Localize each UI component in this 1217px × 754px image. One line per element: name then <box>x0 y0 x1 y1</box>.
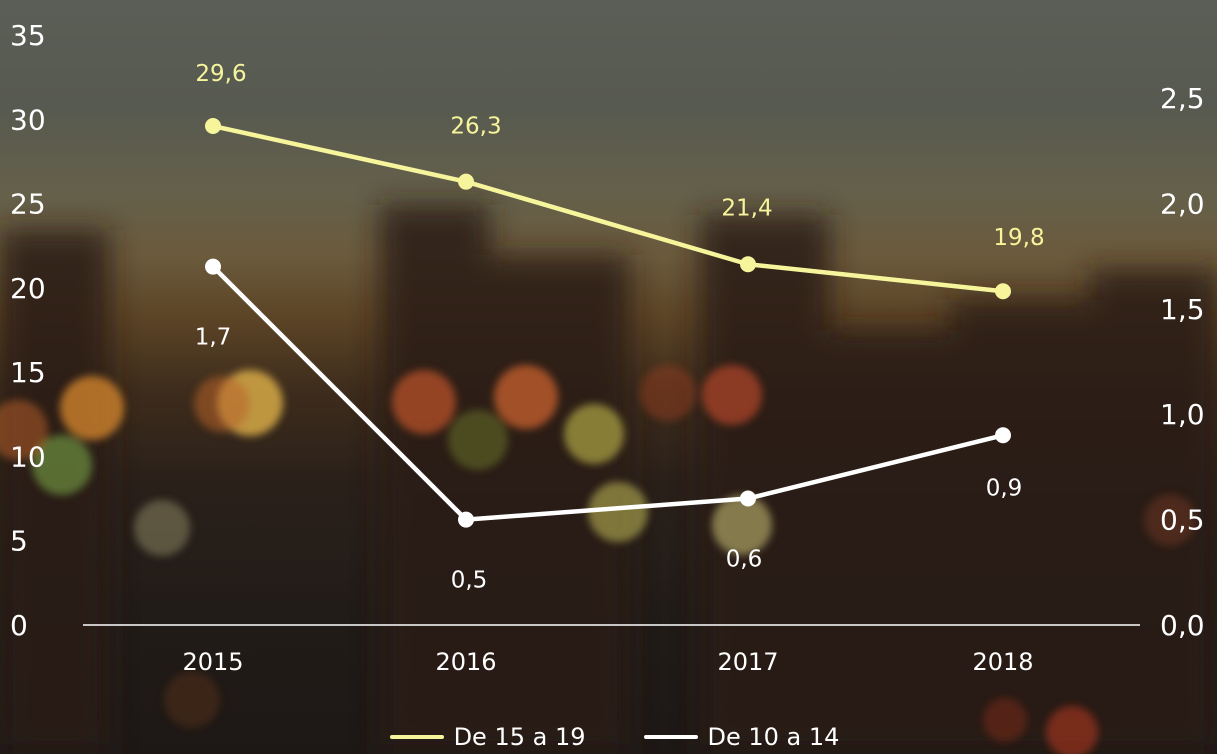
y-right-tick-label: 1,0 <box>1160 398 1205 431</box>
data-point-de-15-a-19 <box>205 118 221 135</box>
data-label-de-15-a-19: 26,3 <box>450 114 501 140</box>
y-right-tick-label: 0,5 <box>1160 504 1205 537</box>
y-left-tick-label: 5 <box>10 525 28 558</box>
series-layer <box>205 118 1011 528</box>
y-left-tick-label: 25 <box>10 188 46 221</box>
y-left-tick-label: 0 <box>10 609 28 642</box>
data-label-de-10-a-14: 0,6 <box>726 547 763 573</box>
legend-label-de-15-a-19: De 15 a 19 <box>453 723 586 751</box>
x-tick-label: 2017 <box>717 648 778 676</box>
x-axis: 2015 2016 2017 2018 <box>83 624 1140 676</box>
y-left-tick-label: 10 <box>10 440 46 473</box>
data-label-de-15-a-19: 19,8 <box>993 225 1044 251</box>
data-label-de-15-a-19: 29,6 <box>195 61 246 87</box>
x-tick-label: 2018 <box>972 648 1033 676</box>
data-point-de-10-a-14 <box>458 511 474 528</box>
data-point-de-15-a-19 <box>740 256 756 273</box>
legend-swatch-de-10-a-14 <box>643 735 698 739</box>
data-labels: 29,6 26,3 21,4 19,8 1,7 0,5 0,6 0,9 <box>195 61 1045 594</box>
y-left-tick-label: 35 <box>10 19 46 52</box>
x-tick-label: 2016 <box>435 648 496 676</box>
y-left-tick-label: 15 <box>10 356 46 389</box>
y-left-tick-label: 30 <box>10 103 46 136</box>
data-label-de-15-a-19: 21,4 <box>721 195 772 221</box>
legend: De 15 a 19 De 10 a 14 <box>0 723 1217 751</box>
y-right-tick-label: 2,0 <box>1160 187 1205 220</box>
y-axis-right: 0,0 0,5 1,0 1,5 2,0 2,5 <box>1160 82 1205 642</box>
series-line-de-15-a-19 <box>210 123 1006 294</box>
y-axis-left: 0 5 10 15 20 25 30 35 <box>10 19 46 642</box>
data-point-de-10-a-14 <box>205 258 221 275</box>
legend-item-de-10-a-14: De 10 a 14 <box>643 723 840 751</box>
data-label-de-10-a-14: 1,7 <box>195 325 232 351</box>
data-point-de-15-a-19 <box>458 173 474 190</box>
y-right-tick-label: 0,0 <box>1160 609 1205 642</box>
legend-item-de-15-a-19: De 15 a 19 <box>389 723 586 751</box>
data-point-de-10-a-14 <box>740 490 756 507</box>
y-right-tick-label: 2,5 <box>1160 82 1205 115</box>
y-right-tick-label: 1,5 <box>1160 293 1205 326</box>
data-label-de-10-a-14: 0,5 <box>451 568 488 594</box>
series-line-de-10-a-14 <box>210 264 1006 522</box>
y-left-tick-label: 20 <box>10 272 46 305</box>
legend-swatch-de-15-a-19 <box>389 735 444 739</box>
data-point-de-10-a-14 <box>995 427 1011 444</box>
x-tick-label: 2015 <box>182 648 243 676</box>
legend-label-de-10-a-14: De 10 a 14 <box>707 723 840 751</box>
background-photo <box>0 205 1217 754</box>
data-label-de-10-a-14: 0,9 <box>986 475 1023 501</box>
data-point-de-15-a-19 <box>995 283 1011 300</box>
